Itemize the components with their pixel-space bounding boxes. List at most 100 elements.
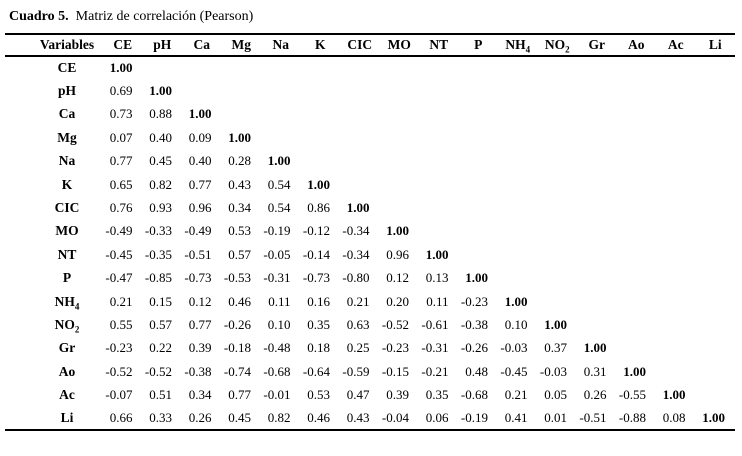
correlation-value: 0.26 [583, 387, 607, 403]
table-row-no2: NO2 0.55 0.57 0.77 -0.26 0.10 0.35 0.63 -0.52 -0.… [5, 313, 735, 336]
empty-cell [577, 103, 617, 126]
correlation-value: -0.88 [618, 410, 646, 426]
subscript: 2 [565, 44, 570, 55]
row-label-ac: Ac [59, 387, 75, 403]
correlation-value: 0.40 [149, 129, 172, 145]
paper-table-page: Cuadro 5. Matriz de correlación (Pearson)… [0, 8, 742, 432]
empty-cell [656, 196, 696, 219]
correlation-value: 0.45 [149, 153, 172, 169]
correlation-value: 0.21 [504, 387, 528, 403]
correlation-value: 0.57 [228, 246, 251, 262]
correlation-value: 0.76 [109, 200, 133, 216]
correlation-value: -0.73 [302, 270, 330, 286]
column-header-li: Li [708, 37, 722, 52]
row-label-ao: Ao [58, 363, 76, 379]
correlation-value: 0.40 [188, 153, 212, 169]
column-header-ph: pH [153, 37, 172, 52]
empty-cell [419, 56, 459, 79]
correlation-value: -0.64 [302, 363, 330, 379]
empty-cell [419, 103, 459, 126]
empty-cell [656, 56, 696, 79]
empty-cell [380, 56, 420, 79]
empty-cell [617, 173, 657, 196]
correlation-value: 1.00 [267, 153, 291, 169]
empty-cell [419, 150, 459, 173]
empty-cell [459, 126, 499, 149]
empty-cell [696, 220, 736, 243]
column-header-mo: MO [387, 37, 411, 52]
correlation-value: -0.49 [184, 223, 212, 239]
correlation-value: 1.00 [109, 60, 133, 76]
row-label-mo: MO [55, 223, 79, 239]
correlation-value: 0.54 [267, 176, 291, 192]
empty-cell [498, 79, 538, 102]
empty-cell [696, 313, 736, 336]
correlation-value: 0.39 [188, 340, 212, 356]
correlation-value: -0.34 [342, 223, 370, 239]
correlation-value: 0.28 [228, 153, 251, 169]
empty-cell [498, 150, 538, 173]
correlation-value: 1.00 [465, 270, 488, 286]
empty-cell [577, 150, 617, 173]
correlation-value: -0.38 [184, 363, 212, 379]
correlation-value: 1.00 [583, 340, 607, 356]
correlation-value: 0.48 [465, 363, 488, 379]
correlation-value: 0.09 [188, 129, 212, 145]
empty-cell [617, 313, 657, 336]
correlation-value: 0.16 [307, 293, 330, 309]
correlation-value: 0.96 [386, 246, 409, 262]
empty-cell [538, 126, 578, 149]
table-row-ca: Ca 0.73 0.88 1.00 [5, 103, 735, 126]
empty-cell [696, 383, 736, 406]
empty-cell [656, 290, 696, 313]
correlation-value: 0.43 [346, 410, 370, 426]
empty-cell [222, 79, 262, 102]
correlation-value: 0.51 [149, 387, 172, 403]
correlation-value: 0.21 [346, 293, 370, 309]
correlation-value: 1.00 [307, 176, 330, 192]
correlation-value: 0.77 [188, 316, 212, 332]
empty-cell [696, 103, 736, 126]
correlation-value: 1.00 [149, 83, 172, 99]
empty-cell [459, 173, 499, 196]
empty-cell [459, 243, 499, 266]
empty-cell [459, 56, 499, 79]
correlation-value: -0.15 [381, 363, 409, 379]
empty-cell [696, 56, 736, 79]
empty-cell [419, 173, 459, 196]
correlation-value: 0.21 [109, 293, 133, 309]
correlation-value: 0.26 [188, 410, 212, 426]
correlation-value: 0.33 [149, 410, 172, 426]
correlation-value: -0.26 [460, 340, 488, 356]
empty-cell [538, 79, 578, 102]
correlation-value: 1.00 [662, 387, 686, 403]
correlation-value: 0.15 [149, 293, 172, 309]
empty-cell [577, 243, 617, 266]
empty-cell [182, 79, 222, 102]
correlation-value: 0.45 [228, 410, 251, 426]
empty-cell [656, 337, 696, 360]
empty-cell [577, 173, 617, 196]
correlation-value: 0.12 [386, 270, 409, 286]
empty-cell [538, 220, 578, 243]
row-label-p: P [62, 270, 72, 286]
empty-cell [380, 103, 420, 126]
correlation-value: -0.26 [223, 316, 251, 332]
empty-cell [696, 337, 736, 360]
correlation-value: 0.53 [307, 387, 330, 403]
empty-cell [656, 126, 696, 149]
correlation-value: 0.18 [307, 340, 330, 356]
correlation-matrix-table: Variables CE pH Ca Mg Na K CIC MO NT P NH4 NO2 Gr Ao Ac… [5, 33, 736, 432]
correlation-value: -0.31 [421, 340, 449, 356]
correlation-value: 0.34 [228, 200, 251, 216]
subscript: 2 [74, 324, 80, 335]
table-row-ac: Ac -0.07 0.51 0.34 0.77 -0.01 0.53 0.47 0.39 0.35… [5, 383, 735, 406]
correlation-value: 0.53 [228, 223, 251, 239]
empty-cell [617, 56, 657, 79]
correlation-value: 0.63 [346, 316, 370, 332]
subscript: 4 [74, 301, 80, 312]
correlation-value: -0.35 [144, 246, 172, 262]
empty-cell [538, 150, 578, 173]
correlation-value: 0.10 [504, 316, 528, 332]
empty-cell [538, 196, 578, 219]
